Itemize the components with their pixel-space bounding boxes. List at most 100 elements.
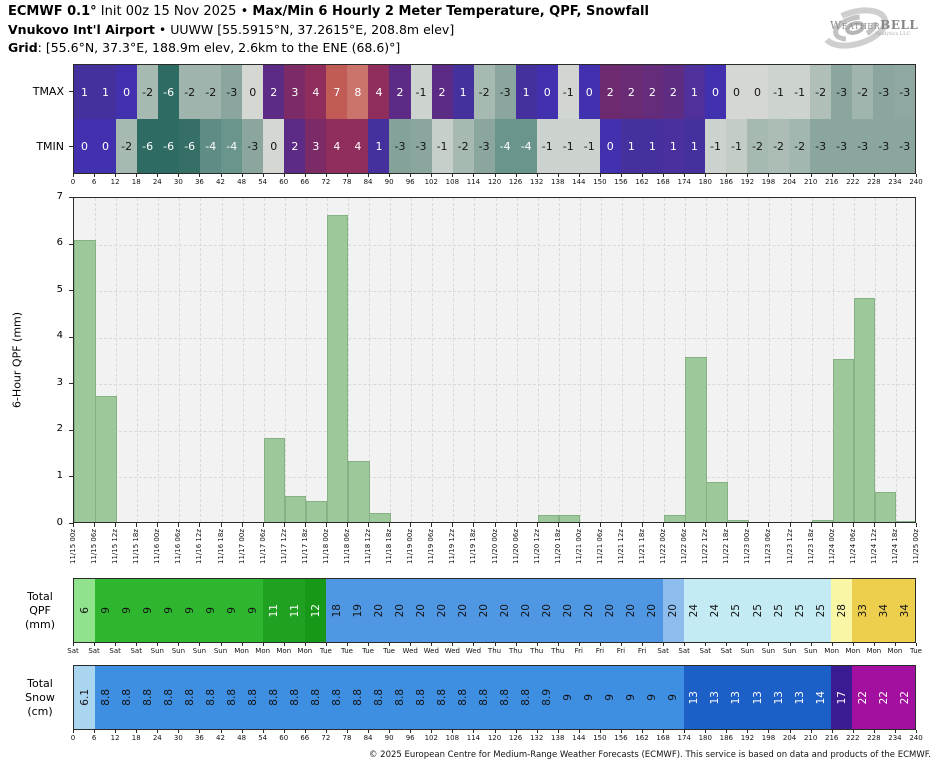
total-qpf-cell-value: 25 (772, 603, 785, 618)
axis-tick (642, 643, 644, 646)
total-snow-cell-value: 8.8 (499, 689, 512, 706)
total-snow-cell: 8.8 (452, 666, 474, 729)
horizontal-gridline (74, 477, 915, 479)
total-snow-cell-value: 8.8 (246, 689, 259, 706)
total-snow-cell-value: 17 (835, 690, 848, 705)
axis-tick (831, 643, 833, 646)
axis-tick (220, 643, 222, 646)
axis-tick (768, 643, 770, 646)
axis-tick (241, 730, 243, 733)
tmax-cell: 4 (368, 65, 390, 119)
hour-tick-label: 126 (508, 178, 523, 186)
total-qpf-cell-value: 11 (267, 603, 280, 618)
day-tick-label: Tue (383, 647, 396, 655)
total-snow-cell-value: 22 (856, 690, 869, 705)
vertical-gridline (390, 198, 392, 522)
total-snow-cell-value: 8.8 (267, 689, 280, 706)
total-snow-cell-value: 8.8 (415, 689, 428, 706)
time-tick-label: 11/22 18z (722, 529, 731, 564)
vertical-gridline (874, 198, 876, 522)
day-tick-label: Wed (444, 647, 460, 655)
total-qpf-cell-value: 25 (730, 603, 743, 618)
hour-tick-label: 126 (508, 734, 523, 742)
axis-tick (136, 730, 138, 733)
time-tick-label: 11/23 06z (764, 529, 773, 564)
total-qpf-cell: 11 (284, 579, 306, 642)
hour-tick-label: 138 (551, 734, 565, 742)
hour-tick-label: 240 (909, 734, 923, 742)
total-qpf-cell: 25 (747, 579, 769, 642)
vertical-gridline (411, 198, 413, 522)
qpf-y-tick-label: 3 (56, 376, 63, 388)
total-snow-cell: 9 (578, 666, 600, 729)
total-snow-label-line1: Total (27, 677, 53, 690)
axis-tick (410, 523, 412, 527)
qpf-bar (706, 482, 728, 522)
hour-tick-label: 84 (363, 178, 373, 186)
axis-tick (262, 730, 264, 733)
axis-tick (325, 174, 327, 177)
hour-tick-label: 12 (110, 734, 120, 742)
total-snow-cell-value: 8.8 (141, 689, 154, 706)
hour-tick-label: 144 (572, 178, 586, 186)
total-snow-cell: 14 (810, 666, 832, 729)
time-tick-label: 11/20 06z (511, 529, 520, 564)
qpf-y-tick (69, 476, 73, 478)
time-tick-label: 11/21 12z (616, 529, 625, 564)
total-qpf-cell-value: 20 (372, 603, 385, 618)
day-tick-label: Sun (803, 647, 818, 655)
title-model: ECMWF 0.1° (8, 4, 97, 19)
axis-tick (789, 523, 791, 527)
hour-tick-label: 228 (867, 734, 881, 742)
axis-tick (241, 643, 243, 646)
total-qpf-cell: 20 (620, 579, 642, 642)
time-tick-label: 11/17 12z (279, 529, 288, 564)
qpf-bar (263, 438, 286, 522)
total-qpf-cell-value: 11 (288, 603, 301, 618)
hour-tick-label: 60 (279, 178, 289, 186)
total-qpf-cell-value: 19 (351, 603, 364, 618)
tmax-cell: -2 (179, 65, 201, 119)
total-snow-cell-value: 8.8 (309, 689, 322, 706)
horizontal-gridline (74, 430, 915, 432)
hour-tick-label: 30 (173, 178, 183, 186)
hour-tick-label: 108 (445, 178, 460, 186)
vertical-gridline (769, 198, 771, 522)
hour-tick-label: 222 (846, 178, 860, 186)
qpf-y-tick-label: 4 (56, 330, 63, 342)
total-qpf-cell-value: 20 (667, 603, 680, 618)
tmin-cell: -3 (894, 119, 916, 173)
day-tick-label: Thu (530, 647, 544, 655)
total-snow-cell: 9 (557, 666, 579, 729)
day-tick-label: Mon (276, 647, 292, 655)
axis-tick (368, 174, 370, 177)
header: ECMWF 0.1° Init 00z 15 Nov 2025 • Max/Mi… (8, 3, 649, 57)
total-snow-cell-value: 13 (772, 690, 785, 705)
tmin-cell: -4 (494, 119, 516, 173)
tmin-cell: 0 (95, 119, 117, 173)
total-qpf-cell: 9 (137, 579, 159, 642)
total-qpf-cell-value: 25 (814, 603, 827, 618)
total-snow-cell-value: 9 (646, 694, 659, 701)
axis-tick (747, 523, 749, 527)
tmax-cell: 0 (704, 65, 726, 119)
total-snow-cell: 9 (662, 666, 684, 729)
hour-tick-label: 174 (677, 178, 691, 186)
day-tick-label: Fri (595, 647, 605, 655)
logo-bell-text: BELL (880, 18, 919, 32)
axis-tick (325, 730, 327, 733)
axis-tick (178, 523, 180, 527)
axis-tick (894, 174, 896, 177)
vertical-gridline (95, 198, 97, 522)
total-snow-cell: 8.8 (389, 666, 411, 729)
total-qpf-cell: 20 (494, 579, 516, 642)
time-tick-label: 11/15 12z (111, 529, 120, 564)
hour-tick-label: 90 (384, 178, 394, 186)
vertical-gridline (284, 198, 286, 522)
axis-tick (578, 523, 580, 527)
hour-tick-label: 24 (152, 734, 162, 742)
vertical-gridline (453, 198, 455, 522)
vertical-gridline (221, 198, 223, 522)
total-snow-cell-value: 8.8 (436, 689, 449, 706)
vertical-gridline (516, 198, 518, 522)
